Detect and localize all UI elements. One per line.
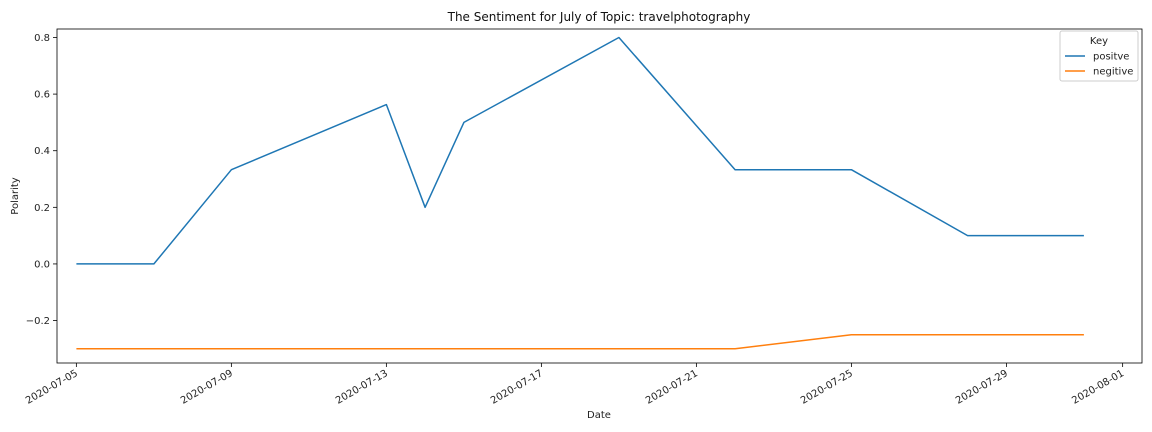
y-tick-label: 0.2 [34, 203, 50, 214]
y-tick-label: 0.0 [34, 259, 50, 270]
x-tick-label: 2020-07-13 [334, 368, 390, 407]
x-tick-label: 2020-07-21 [644, 368, 700, 407]
y-tick-label: 0.6 [34, 90, 50, 101]
y-tick-label: 0.4 [34, 146, 50, 157]
y-tick-label: 0.8 [34, 33, 50, 44]
plot-area [56, 28, 1143, 364]
series-line-positve [76, 36, 1084, 265]
x-tick-label: 2020-07-17 [489, 368, 545, 407]
x-tick-label: 2020-07-05 [24, 368, 80, 407]
legend-box [1059, 30, 1139, 82]
x-tick-label: 2020-07-25 [799, 368, 855, 407]
legend-items: positve negitive [1065, 52, 1133, 78]
legend-entry-label: negitive [1093, 67, 1133, 78]
legend: Key positve negitive [1059, 30, 1139, 82]
y-axis-label: Polarity [10, 177, 21, 215]
chart-title: The Sentiment for July of Topic: travelp… [447, 10, 751, 24]
y-axis: −0.2 0.0 0.2 0.4 0.6 0.8 [26, 33, 57, 327]
x-tick-label: 2020-07-09 [179, 368, 235, 407]
y-tick-label: −0.2 [26, 316, 50, 327]
x-tick-label: 2020-08-01 [1070, 368, 1126, 407]
x-tick-label: 2020-07-29 [954, 368, 1010, 407]
x-axis: 2020-07-05 2020-07-09 2020-07-13 2020-07-17… [24, 363, 1126, 407]
series-line-negitive [76, 333, 1084, 350]
legend-entry-label: positve [1093, 52, 1129, 63]
legend-title: Key [1090, 36, 1108, 47]
x-axis-label: Date [587, 410, 611, 421]
series-layer [76, 36, 1084, 350]
